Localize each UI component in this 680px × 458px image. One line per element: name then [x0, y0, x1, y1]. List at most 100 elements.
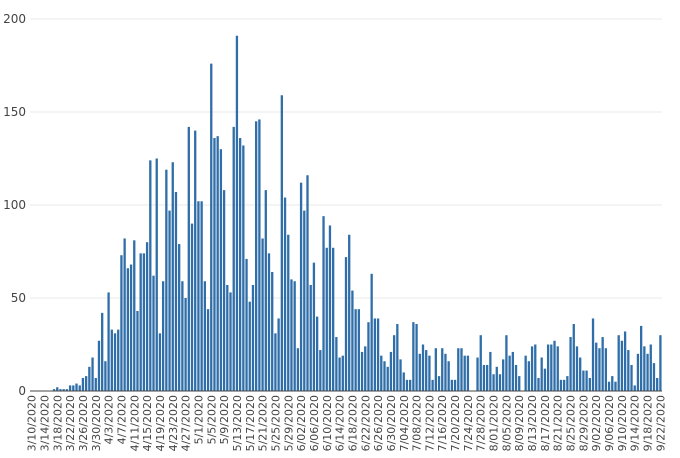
bar[interactable] — [614, 381, 617, 391]
bar[interactable] — [643, 346, 646, 391]
bar[interactable] — [405, 379, 409, 391]
bar[interactable] — [325, 247, 328, 391]
bar[interactable] — [636, 353, 640, 391]
bar[interactable] — [264, 190, 267, 391]
bar[interactable] — [630, 364, 633, 391]
bar[interactable] — [97, 340, 101, 391]
bar[interactable] — [75, 383, 78, 391]
bar[interactable] — [101, 312, 104, 391]
bar[interactable] — [165, 169, 168, 391]
bar[interactable] — [450, 379, 454, 391]
bar[interactable] — [351, 290, 354, 391]
bar[interactable] — [194, 130, 197, 391]
bar[interactable] — [611, 376, 614, 391]
bar[interactable] — [598, 348, 601, 391]
bar[interactable] — [479, 335, 482, 391]
bar[interactable] — [235, 35, 239, 392]
bar[interactable] — [486, 364, 489, 391]
bar[interactable] — [466, 355, 470, 391]
bar[interactable] — [639, 325, 643, 391]
bar[interactable] — [370, 273, 373, 391]
bar[interactable] — [428, 355, 431, 391]
bar[interactable] — [623, 331, 627, 391]
bar[interactable] — [155, 158, 158, 392]
bar[interactable] — [161, 281, 165, 391]
bar[interactable] — [604, 348, 608, 391]
bar[interactable] — [197, 201, 200, 391]
bar[interactable] — [271, 271, 274, 391]
bar[interactable] — [142, 253, 146, 391]
bar[interactable] — [312, 262, 316, 391]
bar[interactable] — [511, 351, 514, 391]
bar[interactable] — [133, 240, 136, 391]
bar[interactable] — [498, 374, 502, 391]
bar[interactable] — [232, 126, 235, 391]
bar[interactable] — [56, 387, 59, 391]
bar[interactable] — [290, 279, 293, 391]
bar[interactable] — [203, 281, 206, 391]
bar[interactable] — [68, 385, 72, 391]
bar[interactable] — [437, 376, 441, 391]
bar[interactable] — [386, 366, 389, 391]
bar[interactable] — [158, 333, 162, 391]
bar[interactable] — [238, 138, 242, 391]
bar[interactable] — [530, 346, 534, 391]
bar[interactable] — [283, 197, 287, 391]
bar[interactable] — [550, 344, 553, 392]
bar[interactable] — [556, 346, 559, 391]
bar[interactable] — [52, 389, 56, 391]
bar[interactable] — [293, 281, 296, 391]
bar[interactable] — [206, 309, 210, 391]
bar[interactable] — [190, 223, 194, 391]
bar[interactable] — [306, 175, 309, 391]
bar[interactable] — [251, 284, 255, 391]
bar[interactable] — [322, 216, 325, 391]
bar[interactable] — [328, 225, 332, 391]
bar[interactable] — [104, 361, 107, 391]
bar[interactable] — [139, 253, 142, 391]
bar[interactable] — [277, 318, 280, 391]
bar[interactable] — [505, 335, 508, 391]
bar[interactable] — [460, 348, 463, 391]
bar[interactable] — [659, 335, 662, 391]
bar[interactable] — [546, 344, 550, 392]
bar[interactable] — [508, 355, 511, 391]
bar[interactable] — [216, 136, 219, 391]
bar[interactable] — [514, 364, 518, 391]
bar[interactable] — [149, 160, 152, 391]
bar[interactable] — [489, 351, 492, 391]
bar[interactable] — [255, 121, 258, 392]
bar[interactable] — [453, 379, 457, 391]
bar[interactable] — [110, 329, 113, 391]
bar[interactable] — [222, 190, 226, 391]
bar[interactable] — [178, 244, 181, 391]
bar[interactable] — [187, 126, 190, 391]
bar[interactable] — [646, 353, 649, 391]
bar[interactable] — [441, 348, 444, 391]
bar[interactable] — [267, 253, 271, 391]
bar[interactable] — [287, 234, 290, 391]
bar[interactable] — [248, 301, 251, 391]
bar[interactable] — [315, 316, 319, 391]
bar[interactable] — [226, 284, 229, 391]
bar[interactable] — [303, 210, 306, 391]
bar[interactable] — [107, 292, 110, 391]
bar[interactable] — [360, 351, 364, 391]
bar[interactable] — [553, 340, 556, 391]
bar[interactable] — [563, 379, 566, 391]
bar[interactable] — [94, 377, 97, 391]
bar[interactable] — [492, 374, 495, 391]
bar[interactable] — [78, 385, 81, 391]
bar[interactable] — [174, 191, 178, 391]
bar[interactable] — [309, 284, 312, 391]
bar[interactable] — [434, 348, 437, 391]
bar[interactable] — [341, 355, 344, 391]
bar[interactable] — [242, 145, 245, 391]
bar[interactable] — [540, 357, 543, 391]
bar[interactable] — [633, 385, 636, 391]
bar[interactable] — [543, 368, 547, 391]
bar[interactable] — [601, 337, 604, 391]
bar[interactable] — [91, 357, 94, 391]
bar[interactable] — [200, 201, 203, 391]
bar[interactable] — [402, 372, 405, 391]
